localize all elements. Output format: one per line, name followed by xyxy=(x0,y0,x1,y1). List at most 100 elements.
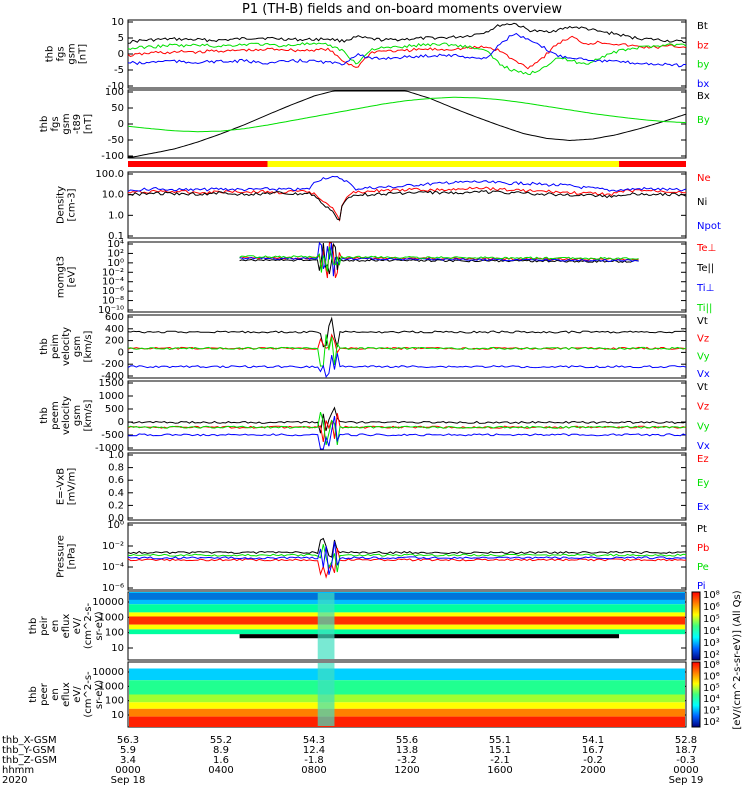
orbit-value: 55.6 xyxy=(396,735,418,746)
y-axis-label-line: [nT] xyxy=(83,114,94,134)
figure-title: P1 (TH-B) fields and on-board moments ov… xyxy=(242,2,562,17)
y-tick-label: 1000 xyxy=(99,612,124,623)
legend-entry: Pt xyxy=(697,524,707,535)
y-tick-label: -50 xyxy=(108,135,124,146)
panel-frame xyxy=(127,171,687,239)
y-axis-label: thb peir en eflux eV/(cm^2-s-sr-eV) xyxy=(28,602,105,649)
y-axis-label-line: Density xyxy=(56,186,67,224)
event-column xyxy=(317,663,335,726)
legend-entry: Te⊥ xyxy=(696,243,716,254)
orbit-value: Sep 19 xyxy=(669,775,704,786)
spectrogram-band xyxy=(129,629,685,635)
y-axis-label-line: thb xyxy=(39,407,50,424)
spectrogram-band xyxy=(129,702,685,709)
series-line xyxy=(127,333,687,355)
orbit-value: 1600 xyxy=(487,765,512,776)
orbit-value: -3.2 xyxy=(397,755,417,766)
y-tick-label: 0.1 xyxy=(108,231,124,242)
y-axis-label-line: eV/ xyxy=(72,617,83,634)
y-axis-label-line: [eV] xyxy=(67,267,78,288)
orbit-value: 0800 xyxy=(301,765,326,776)
orbit-value: Sep 18 xyxy=(111,775,146,786)
panel-density: 100.0 10.0 1.0 0.1 Density [cm-3] Ne Ni Npot xyxy=(56,169,721,242)
legend-entry: Ni xyxy=(697,197,707,208)
series-line xyxy=(128,90,687,158)
orbit-value: -1.8 xyxy=(304,755,324,766)
y-tick-label: 10⁻² xyxy=(102,267,124,278)
y-tick-label: 10⁻⁶ xyxy=(102,286,124,297)
y-axis-label-line: eflux xyxy=(61,682,72,707)
orbit-value: 3.4 xyxy=(120,755,136,766)
legend-entry: Te|| xyxy=(696,263,714,274)
status-segment xyxy=(267,161,620,167)
y-tick-label: 600 xyxy=(105,312,124,323)
series-line xyxy=(127,316,687,348)
y-tick-label: 10.0 xyxy=(102,190,124,201)
colorbar-tick: 10⁸ xyxy=(703,660,720,671)
panel-frame xyxy=(127,380,687,451)
y-tick-label: 1000 xyxy=(99,681,124,692)
orbit-row-label: thb_Y-GSM xyxy=(2,745,55,756)
orbit-value: 55.2 xyxy=(210,735,232,746)
colorbar-tick: 10⁴ xyxy=(703,694,720,705)
series-line xyxy=(127,411,687,446)
series-line xyxy=(127,175,687,193)
legend-entry: Vt xyxy=(697,316,708,327)
y-axis-label-line: [km/s] xyxy=(83,399,94,431)
colorbar-tick: 10³ xyxy=(703,638,720,649)
y-tick-label: 0.0 xyxy=(108,513,124,524)
y-tick-label: 500 xyxy=(105,404,124,415)
series-line xyxy=(127,96,687,133)
colorbar-tick: 10⁸ xyxy=(703,590,720,601)
orbit-value: 0000 xyxy=(673,765,698,776)
y-tick-label: 0 xyxy=(118,49,124,60)
spectrogram-band xyxy=(129,593,685,600)
y-tick-label: 0.8 xyxy=(108,463,124,474)
y-tick-label: 10⁻⁴ xyxy=(102,277,124,288)
spectrogram-band xyxy=(129,624,685,630)
y-tick-label: 0 xyxy=(118,347,124,358)
colorbar xyxy=(691,591,701,661)
orbit-value: 52.8 xyxy=(675,735,697,746)
y-axis-label-line: [cm-3] xyxy=(67,188,78,221)
orbit-value: 12.4 xyxy=(303,745,325,756)
y-axis-label-line: (cm^2-s- xyxy=(83,671,94,718)
y-axis-label-line: thb xyxy=(28,686,39,703)
y-axis-label-line: gsm xyxy=(61,113,72,134)
panel-frame xyxy=(127,19,687,89)
legend-entry: Vx xyxy=(697,369,710,380)
series-line xyxy=(127,190,687,221)
legend-entry: By xyxy=(697,115,710,126)
y-tick-label: 10 xyxy=(111,643,124,654)
y-tick-label: -5 xyxy=(114,65,124,76)
y-axis-label-line: peir xyxy=(39,615,50,635)
panel-frame xyxy=(127,522,687,591)
event-column xyxy=(317,593,335,659)
panel-peir-spectrogram: 10000 1000 100 10 thb peir en eflux eV/(cm^2-s-s… xyxy=(28,591,687,661)
panel-frame xyxy=(127,452,687,521)
orbit-value: 8.9 xyxy=(213,745,229,756)
y-tick-label: 10000 xyxy=(92,667,124,678)
legend-entry: Bx xyxy=(697,91,710,102)
legend-entry: Pe xyxy=(697,562,709,573)
y-tick-label: 10 xyxy=(111,17,124,28)
y-axis-label-line: thb xyxy=(45,46,56,63)
orbit-value: 16.7 xyxy=(582,745,604,756)
y-tick-label: -1000 xyxy=(95,443,124,454)
orbit-value: 5.9 xyxy=(120,745,136,756)
colorbar-tick: 10² xyxy=(703,650,720,661)
y-axis-label-line: peer xyxy=(39,682,50,706)
y-axis-label-line: sr-eV) xyxy=(94,680,105,709)
y-axis-label-line: Pressure xyxy=(56,535,67,578)
series-line xyxy=(127,353,687,378)
spectrogram-band xyxy=(129,612,685,617)
orbit-value: 2000 xyxy=(580,765,605,776)
y-tick-label: 5 xyxy=(118,33,124,44)
y-axis-label-line: velocity xyxy=(61,396,72,435)
y-axis-label-line: fgs xyxy=(56,46,67,61)
orbit-row-label: thb_X-GSM xyxy=(2,735,57,746)
legend-entry: Vx xyxy=(697,441,710,452)
orbit-value: 54.1 xyxy=(582,735,604,746)
